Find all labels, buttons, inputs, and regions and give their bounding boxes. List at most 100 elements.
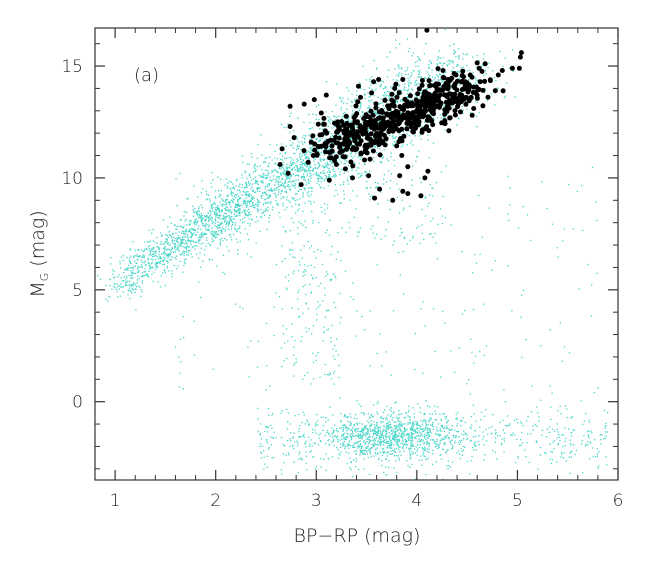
field-star-point [128,257,130,259]
field-star-point [387,445,389,447]
field-star-point [220,215,222,217]
field-star-point [587,430,589,432]
field-star-point [144,271,147,273]
field-star-point [286,185,288,187]
field-star-point [440,439,442,441]
field-star-point [479,350,481,353]
field-star-point [286,169,288,171]
field-star-point [216,265,218,267]
field-star-point [351,152,353,154]
field-star-point [336,83,338,85]
field-star-point [475,100,477,102]
field-star-point [356,400,358,402]
field-star-point [326,207,329,209]
field-star-point [286,176,288,178]
field-star-point [277,171,279,173]
field-star-point [312,157,315,159]
field-star-point [197,212,199,214]
field-star-point [295,193,297,195]
field-star-point [278,181,280,183]
field-star-point [229,201,231,203]
field-star-point [382,418,384,420]
field-star-point [201,224,204,227]
field-star-point [503,440,506,442]
field-star-point [182,242,184,244]
field-star-point [396,455,398,457]
field-star-point [427,436,429,438]
field-star-point [152,228,154,231]
field-star-point [311,127,313,129]
field-star-point [323,326,325,328]
field-star-point [404,89,406,91]
field-star-point [419,444,422,446]
field-star-point [407,422,409,424]
field-star-point [285,175,287,177]
field-star-point [301,458,303,460]
field-star-point [251,218,253,220]
field-star-point [185,258,187,260]
field-star-point [494,104,496,106]
field-star-point [271,415,273,417]
field-star-point [420,438,422,441]
field-star-point [178,241,180,243]
field-star-point [322,425,325,427]
field-star-point [318,444,320,446]
field-star-point [252,189,254,191]
field-star-point [412,433,414,435]
field-star-point [589,441,592,443]
field-star-point [376,443,379,445]
field-star-point [407,423,409,425]
field-star-point [422,453,424,455]
field-star-point [328,174,331,176]
field-star-point [516,438,518,440]
field-star-point [398,67,400,69]
field-star-point [359,176,361,178]
field-star-point [163,247,165,249]
field-star-point [275,162,277,164]
field-star-point [278,191,280,193]
field-star-point [192,228,194,230]
field-star-point [206,239,208,241]
field-star-point [274,169,276,171]
field-star-point [242,218,244,220]
field-star-point [382,444,385,446]
field-star-point [431,439,434,441]
field-star-point [269,189,271,191]
field-star-point [148,229,150,231]
field-star-point [292,445,294,447]
field-star-point [316,173,318,175]
field-star-point [464,446,466,448]
field-star-point [483,354,485,356]
field-star-point [221,237,223,239]
field-star-point [305,170,308,172]
field-star-point [181,239,183,241]
field-star-point [449,45,451,47]
field-star-point [180,361,182,363]
field-star-point [261,195,263,197]
field-star-point [285,127,288,129]
field-star-point [380,433,382,436]
field-star-point [508,67,511,69]
field-star-point [395,437,397,439]
field-star-point [226,203,228,205]
field-star-point [430,62,433,64]
field-star-point [198,239,200,242]
field-star-point [269,179,271,181]
field-star-point [324,232,327,234]
field-star-point [420,425,422,428]
field-star-point [307,194,309,196]
field-star-point [331,432,333,434]
field-star-point [236,229,238,231]
field-star-point [217,214,219,216]
field-star-point [159,255,161,257]
field-star-point [184,251,186,253]
field-star-point [311,146,314,148]
field-star-point [291,144,293,146]
field-star-point [319,304,321,306]
field-star-point [299,170,301,173]
field-star-point [429,424,432,426]
field-star-point [208,216,210,218]
field-star-point [495,429,497,431]
field-star-point [329,443,331,445]
field-star-point [114,276,116,278]
